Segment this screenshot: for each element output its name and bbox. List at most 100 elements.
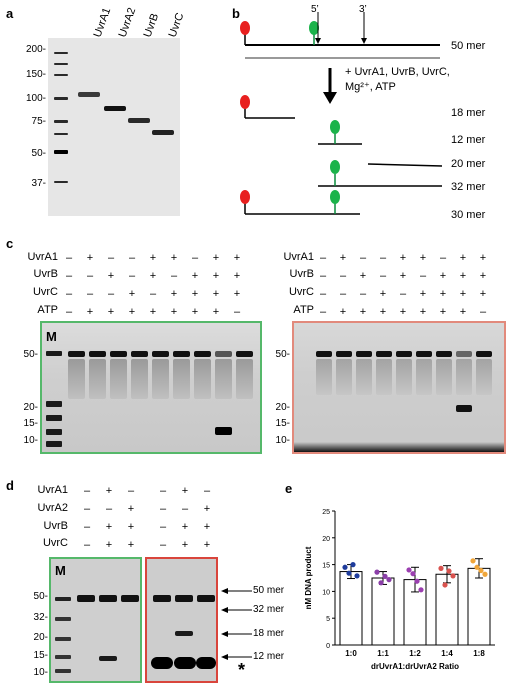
sign-cell: + [170, 288, 178, 300]
green-lesion-marker [309, 21, 319, 35]
sign-cell: + [191, 288, 199, 300]
c-left-marker-10: 10- [23, 435, 38, 446]
sign-cell: – [359, 288, 367, 300]
c-left-smear [110, 359, 127, 399]
c-right-18mer-band [456, 405, 472, 412]
y-tick-label: 15 [322, 563, 330, 570]
d-right-front-band [174, 657, 196, 669]
sign-cell: – [359, 252, 367, 264]
sign-cell: + [459, 252, 467, 264]
c-left-marker-20: 20- [23, 402, 38, 413]
ladder-band [46, 401, 62, 407]
ladder-band [46, 429, 62, 435]
sign-cell: – [419, 270, 427, 282]
d-arrow-50mer: 50 mer [253, 585, 285, 596]
sign-cell: + [86, 306, 94, 318]
ladder-band [55, 655, 71, 659]
sign-cell: + [128, 288, 136, 300]
sign-cell: + [459, 306, 467, 318]
c-left-band [173, 351, 190, 357]
c-left-smear [215, 359, 232, 399]
ladder-band [54, 97, 68, 100]
ladder-band [54, 52, 68, 54]
sign-cell: + [212, 270, 220, 282]
c-right-band [356, 351, 372, 357]
d-left-band [121, 595, 139, 602]
c-right-smear [336, 359, 352, 395]
length-12mer: 12 mer [451, 134, 486, 146]
sign-cell: + [233, 252, 241, 264]
data-point [474, 564, 480, 570]
sds-page-gel [48, 38, 180, 216]
sign-cell: – [65, 288, 73, 300]
lane-label-uvra1: UvrA1 [92, 6, 114, 39]
length-50mer: 50 mer [451, 40, 486, 52]
sign-cell: + [479, 288, 487, 300]
c-right-band [476, 351, 492, 357]
c-left-smear [194, 359, 211, 399]
c-right-smear [416, 359, 432, 395]
sign-cell: – [86, 270, 94, 282]
sign-cell: – [159, 539, 167, 551]
c-right-marker-15: 15- [275, 418, 290, 429]
panel-b-letter: b [232, 6, 240, 21]
sign-cell: + [105, 539, 113, 551]
uvra2-band [104, 106, 126, 111]
c-left-band [194, 351, 211, 357]
sign-cell: + [359, 270, 367, 282]
d-right-band [175, 595, 193, 602]
marker-100: 100- [25, 93, 46, 104]
sign-cell: – [479, 306, 487, 318]
uvrb-band [128, 118, 150, 123]
d-left-band [99, 595, 117, 602]
d-arrow-32mer: 32 mer [253, 604, 285, 615]
d-left-12mer-band [99, 656, 117, 661]
c-left-smear [236, 359, 253, 399]
c-right-smear [376, 359, 392, 395]
d-row-uvra1: UvrA1 [37, 484, 68, 496]
sign-cell: – [379, 270, 387, 282]
c-right-row-atp: ATP [293, 304, 314, 316]
sign-cell: – [203, 485, 211, 497]
d-row-uvrb: UvrB [43, 520, 68, 532]
sign-cell: – [191, 252, 199, 264]
data-point [374, 569, 380, 575]
sign-cell: – [127, 485, 135, 497]
sign-cell: – [339, 288, 347, 300]
data-point [406, 567, 412, 573]
d-row-uvra2: UvrA2 [37, 502, 68, 514]
c-left-marker-15: 15- [23, 418, 38, 429]
d-left-band [77, 595, 95, 602]
c-right-band [316, 351, 332, 357]
sign-cell: + [86, 252, 94, 264]
sign-cell: + [399, 252, 407, 264]
c-right-row-uvrb: UvrB [289, 268, 314, 280]
sign-cell: + [181, 485, 189, 497]
sign-cell: + [439, 306, 447, 318]
x-tick-label: 1:1 [377, 649, 389, 658]
c-left-smear [131, 359, 148, 399]
sign-cell: + [459, 288, 467, 300]
sign-cell: – [319, 252, 327, 264]
uvra1-band [78, 92, 100, 97]
sign-cell: – [107, 288, 115, 300]
sign-cell: + [149, 270, 157, 282]
data-point [382, 573, 388, 579]
y-tick-label: 20 [322, 536, 330, 543]
c-left-12mer-band [215, 427, 232, 435]
d-right-front-band [151, 657, 173, 669]
reaction-conditions: + UvrA1, UvrB, UvrC, Mg²⁺, ATP [345, 66, 450, 93]
y-tick-label: 10 [322, 589, 330, 596]
c-left-row-uvra1: UvrA1 [27, 251, 58, 263]
sign-cell: + [203, 521, 211, 533]
data-point [378, 580, 384, 586]
cut-label-3: 3’ [359, 4, 367, 15]
data-point [418, 587, 424, 593]
data-point [450, 573, 456, 579]
sign-cell: + [203, 503, 211, 515]
sign-cell: – [159, 521, 167, 533]
c-right-band [336, 351, 352, 357]
sign-cell: + [105, 521, 113, 533]
d-row-uvrc: UvrC [42, 537, 68, 549]
d-asterisk: * [238, 660, 246, 680]
